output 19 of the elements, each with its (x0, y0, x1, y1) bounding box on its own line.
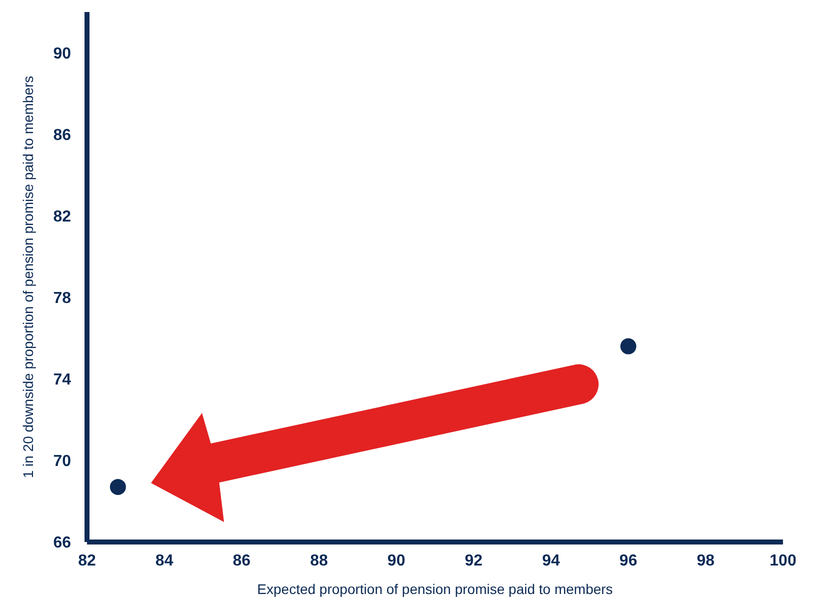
y-tick-label: 70 (53, 453, 72, 470)
y-axis-title: 1 in 20 downside proportion of pension promise paid to members (20, 76, 36, 478)
x-tick-label: 84 (155, 552, 174, 570)
x-tick-label: 82 (78, 552, 96, 570)
y-tick-label: 82 (53, 208, 72, 226)
y-tick-label: 74 (53, 372, 72, 389)
x-tick-label: 86 (232, 552, 251, 570)
x-tick-label: 100 (770, 552, 796, 570)
y-tick-label: 66 (53, 534, 72, 552)
x-tick-label: 88 (310, 552, 328, 570)
y-tick-label: 78 (53, 290, 72, 308)
x-axis-title: Expected proportion of pension promise paid to members (257, 581, 613, 597)
x-tick-label: 96 (619, 552, 638, 570)
x-tick-label: 98 (696, 552, 715, 570)
x-tick-label: 90 (387, 552, 406, 570)
y-tick-label: 90 (53, 45, 72, 62)
x-tick-label: 92 (464, 552, 483, 570)
x-tick-label: 94 (542, 552, 560, 570)
y-tick-label: 86 (53, 126, 72, 144)
